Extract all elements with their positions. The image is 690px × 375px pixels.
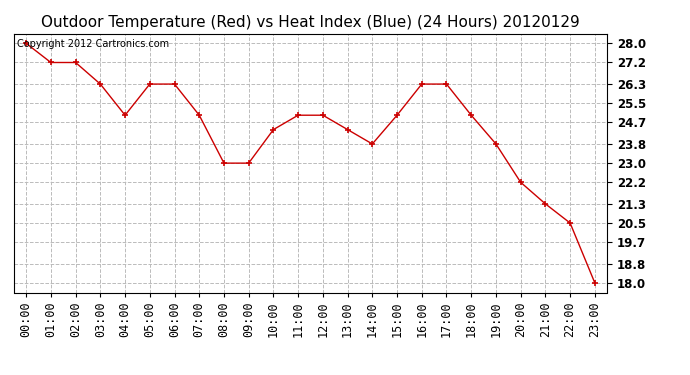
Title: Outdoor Temperature (Red) vs Heat Index (Blue) (24 Hours) 20120129: Outdoor Temperature (Red) vs Heat Index … [41, 15, 580, 30]
Text: Copyright 2012 Cartronics.com: Copyright 2012 Cartronics.com [17, 39, 169, 49]
